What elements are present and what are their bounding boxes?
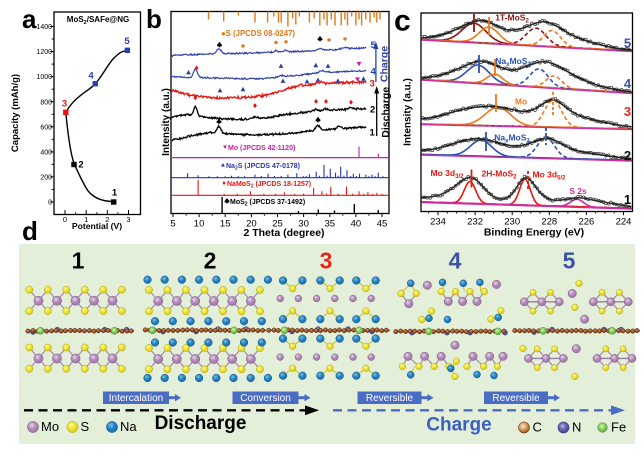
svg-text:Intercalation: Intercalation	[109, 393, 163, 404]
svg-text:Capacity (mAh/g): Capacity (mAh/g)	[10, 74, 21, 152]
svg-text:232: 232	[467, 217, 483, 228]
svg-text:45: 45	[377, 219, 388, 230]
svg-text:●S (JPCDS 08-0247): ●S (JPCDS 08-0247)	[221, 29, 295, 38]
svg-text:5: 5	[170, 219, 175, 230]
svg-text:15: 15	[220, 219, 231, 230]
svg-text:1400: 1400	[36, 24, 52, 31]
svg-text:Charge: Charge	[378, 46, 390, 82]
svg-text:NaxMoS2: NaxMoS2	[494, 133, 530, 145]
svg-text:2 Theta (degree): 2 Theta (degree)	[243, 227, 324, 239]
svg-text:Mo 3d3/2: Mo 3d3/2	[431, 168, 465, 180]
svg-text:MoS2 (JPCDS 37-1492): MoS2 (JPCDS 37-1492)	[230, 199, 305, 208]
svg-text:NaxMoS2: NaxMoS2	[495, 56, 531, 68]
svg-text:Discharge: Discharge	[380, 87, 392, 138]
svg-text:1: 1	[112, 188, 118, 199]
svg-text:234: 234	[430, 217, 446, 228]
svg-text:1200: 1200	[36, 49, 52, 56]
svg-text:2H-MoS2: 2H-MoS2	[482, 169, 518, 181]
svg-text:600: 600	[40, 124, 52, 131]
svg-text:Fe: Fe	[611, 420, 626, 435]
svg-text:230: 230	[504, 217, 520, 228]
svg-text:25: 25	[272, 219, 283, 230]
svg-text:Na: Na	[120, 419, 137, 434]
svg-text:Charge: Charge	[426, 415, 491, 436]
svg-text:30: 30	[298, 219, 309, 230]
svg-text:d: d	[22, 216, 38, 246]
svg-text:1T-MoS2: 1T-MoS2	[495, 13, 529, 25]
svg-text:NaMoS2 (JPCDS 18-1257): NaMoS2 (JPCDS 18-1257)	[227, 181, 311, 190]
svg-text:400: 400	[40, 150, 52, 157]
svg-text:2: 2	[78, 160, 83, 171]
svg-text:S 2s: S 2s	[569, 186, 587, 196]
svg-text:Potential (V): Potential (V)	[72, 221, 122, 231]
svg-text:224: 224	[616, 217, 632, 228]
svg-text:MoS2/SAFe@NG: MoS2/SAFe@NG	[67, 15, 129, 26]
svg-text:Na2S (JPCDS 47-0178): Na2S (JPCDS 47-0178)	[226, 163, 300, 172]
svg-text:40: 40	[351, 219, 362, 230]
svg-text:226: 226	[578, 217, 594, 228]
svg-text:1: 1	[624, 192, 631, 207]
svg-text:5: 5	[124, 36, 130, 47]
svg-text:3: 3	[624, 104, 631, 119]
svg-text:C: C	[533, 420, 542, 435]
svg-text:Conversion: Conversion	[240, 393, 291, 404]
svg-text:3: 3	[126, 215, 130, 224]
svg-text:2: 2	[105, 215, 109, 224]
svg-text:10: 10	[194, 219, 205, 230]
svg-text:a: a	[22, 4, 37, 34]
svg-text:5: 5	[624, 36, 631, 51]
svg-text:Mo (JPCDS 42-1120): Mo (JPCDS 42-1120)	[228, 145, 295, 152]
svg-text:Intensity (a.u.): Intensity (a.u.)	[161, 88, 172, 156]
svg-text:1: 1	[84, 215, 88, 224]
svg-text:4: 4	[88, 71, 94, 82]
svg-text:5: 5	[563, 248, 576, 274]
svg-text:3: 3	[320, 248, 333, 274]
svg-text:S: S	[81, 419, 90, 434]
svg-text:2: 2	[624, 148, 631, 163]
svg-text:3: 3	[62, 99, 67, 110]
svg-text:b: b	[146, 4, 162, 34]
svg-text:Mo 3d5/2: Mo 3d5/2	[533, 170, 567, 182]
svg-text:N: N	[572, 420, 581, 435]
svg-text:Mo: Mo	[515, 97, 527, 107]
svg-text:0: 0	[48, 200, 52, 207]
svg-text:5: 5	[371, 40, 377, 51]
svg-text:Discharge: Discharge	[155, 413, 247, 434]
svg-text:Reversible: Reversible	[492, 393, 540, 404]
svg-text:3: 3	[370, 79, 375, 90]
svg-text:20: 20	[246, 219, 257, 230]
svg-text:4: 4	[449, 248, 462, 274]
svg-text:228: 228	[541, 217, 557, 228]
svg-text:Mo: Mo	[41, 419, 59, 434]
svg-text:4: 4	[371, 67, 377, 78]
svg-text:Reversible: Reversible	[366, 393, 414, 404]
svg-text:0: 0	[63, 215, 67, 224]
svg-text:2: 2	[370, 104, 375, 115]
svg-text:200: 200	[40, 175, 52, 182]
svg-text:c: c	[394, 5, 411, 38]
svg-text:Intensity (a.u.): Intensity (a.u.)	[403, 78, 414, 146]
svg-text:1: 1	[72, 248, 85, 274]
svg-text:Binding Energy (eV): Binding Energy (eV)	[484, 227, 584, 239]
svg-text:1: 1	[370, 128, 376, 139]
svg-text:1000: 1000	[36, 74, 52, 81]
svg-text:35: 35	[325, 219, 336, 230]
svg-text:4: 4	[624, 76, 632, 91]
svg-text:800: 800	[40, 99, 52, 106]
svg-text:2: 2	[204, 248, 217, 274]
